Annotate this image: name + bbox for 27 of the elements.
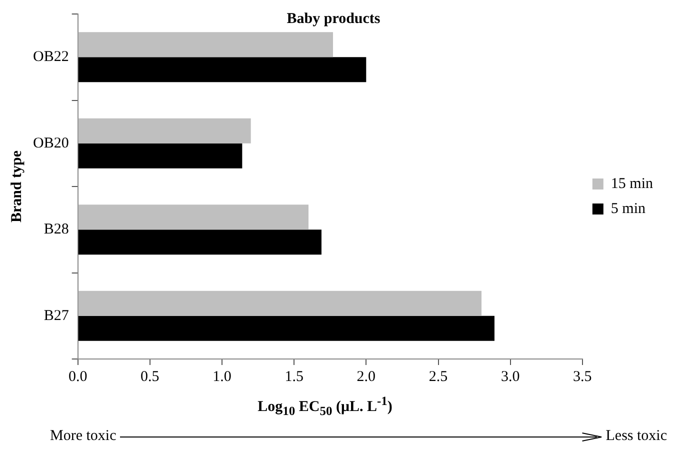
text: Less toxic <box>606 428 667 445</box>
y-tick-label: B28 <box>44 222 69 238</box>
bar <box>78 230 322 255</box>
legend-label: 15 min <box>610 176 654 192</box>
bar <box>78 316 494 341</box>
y-tick-label: OB20 <box>32 135 69 152</box>
y-tick-label: B27 <box>44 308 70 324</box>
x-axis-title: Log$_{10}$ EC$_{50}$ (μL. L$^{-1}$) <box>256 394 394 419</box>
x-tick-label: 3.5 <box>573 368 592 385</box>
x-tick-label: 0.0 <box>68 368 88 385</box>
bar <box>78 57 366 82</box>
bar <box>78 204 308 230</box>
x-tick-label: 1.0 <box>212 368 232 385</box>
text: More toxic <box>50 428 116 445</box>
x-tick-label: 0.5 <box>140 368 160 385</box>
legend-label: 5 min <box>610 200 646 217</box>
bar <box>78 143 242 168</box>
chart-title: Baby products <box>286 10 380 27</box>
x-tick-label: 2.0 <box>356 368 376 385</box>
y-tick-label: OB22 <box>32 49 69 66</box>
bar <box>78 118 251 144</box>
bar <box>78 32 334 58</box>
x-tick-label: 2.5 <box>428 368 448 385</box>
bar <box>78 290 482 316</box>
x-tick-label: 3.0 <box>500 368 520 385</box>
x-tick-label: 1.5 <box>284 368 304 385</box>
y-axis-title: Brand type <box>8 150 25 223</box>
